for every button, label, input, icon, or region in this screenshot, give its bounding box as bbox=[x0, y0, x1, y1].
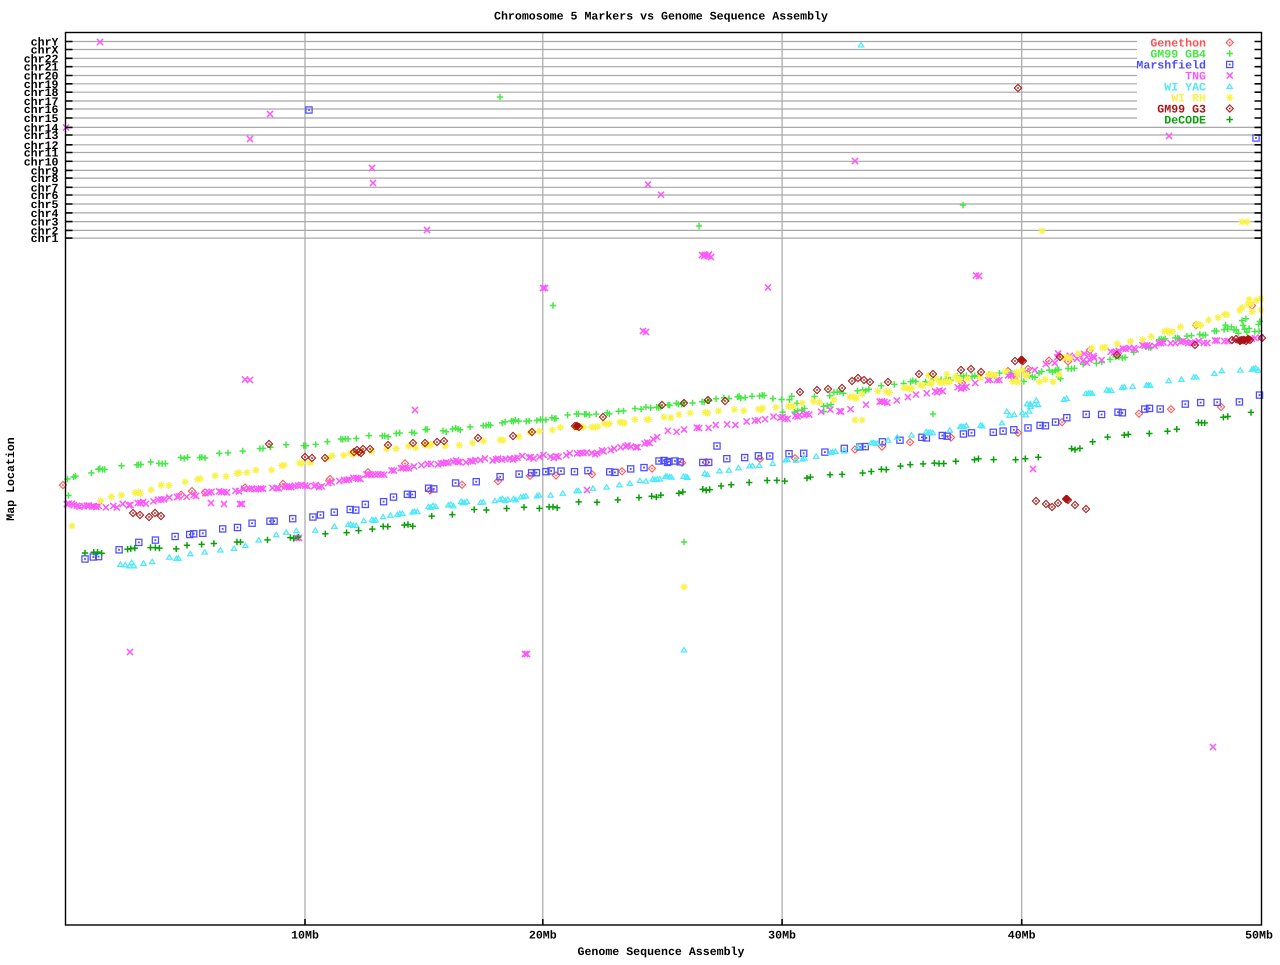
svg-text:chr8: chr8 bbox=[31, 173, 59, 186]
svg-text:chr22: chr22 bbox=[24, 53, 59, 66]
svg-text:Genome Sequence Assembly: Genome Sequence Assembly bbox=[578, 946, 745, 959]
svg-text:chr6: chr6 bbox=[31, 190, 59, 203]
svg-text:Marshfield: Marshfield bbox=[1136, 60, 1206, 73]
svg-text:chr3: chr3 bbox=[31, 217, 59, 230]
svg-text:chr15: chr15 bbox=[24, 113, 59, 126]
svg-text:chr21: chr21 bbox=[24, 62, 59, 75]
svg-text:chr10: chr10 bbox=[24, 156, 59, 169]
svg-text:chr1: chr1 bbox=[31, 233, 59, 246]
svg-text:Chromosome 5 Markers vs Genome: Chromosome 5 Markers vs Genome Sequence … bbox=[494, 11, 828, 24]
svg-text:chr5: chr5 bbox=[31, 199, 59, 212]
svg-text:20Mb: 20Mb bbox=[529, 930, 557, 943]
svg-text:GM99 G3: GM99 G3 bbox=[1157, 104, 1206, 117]
svg-text:chr4: chr4 bbox=[31, 208, 59, 221]
svg-text:chrX: chrX bbox=[31, 45, 59, 58]
svg-text:chr7: chr7 bbox=[31, 182, 59, 195]
svg-text:Genethon: Genethon bbox=[1150, 38, 1206, 51]
svg-text:chr12: chr12 bbox=[24, 140, 59, 153]
svg-text:chr20: chr20 bbox=[24, 71, 59, 84]
svg-text:chr18: chr18 bbox=[24, 87, 59, 100]
svg-text:chr9: chr9 bbox=[31, 165, 59, 178]
svg-text:chr11: chr11 bbox=[24, 148, 59, 161]
svg-text:Map Location: Map Location bbox=[5, 437, 18, 521]
svg-text:30Mb: 30Mb bbox=[768, 930, 796, 943]
svg-text:chr16: chr16 bbox=[24, 104, 59, 117]
svg-text:40Mb: 40Mb bbox=[1008, 930, 1036, 943]
svg-text:chr17: chr17 bbox=[24, 96, 59, 109]
svg-text:chr19: chr19 bbox=[24, 79, 59, 92]
svg-text:WI RH: WI RH bbox=[1171, 93, 1206, 106]
svg-text:TNG: TNG bbox=[1185, 71, 1206, 84]
svg-text:chr2: chr2 bbox=[31, 225, 59, 238]
svg-text:chrY: chrY bbox=[31, 37, 59, 50]
svg-text:chr14: chr14 bbox=[24, 122, 59, 135]
svg-text:50Mb: 50Mb bbox=[1245, 930, 1273, 943]
svg-text:DeCODE: DeCODE bbox=[1164, 115, 1206, 128]
svg-text:WI YAC: WI YAC bbox=[1164, 82, 1206, 95]
svg-text:chr13: chr13 bbox=[24, 130, 59, 143]
svg-text:GM99 GB4: GM99 GB4 bbox=[1150, 49, 1206, 62]
svg-text:10Mb: 10Mb bbox=[291, 930, 319, 943]
